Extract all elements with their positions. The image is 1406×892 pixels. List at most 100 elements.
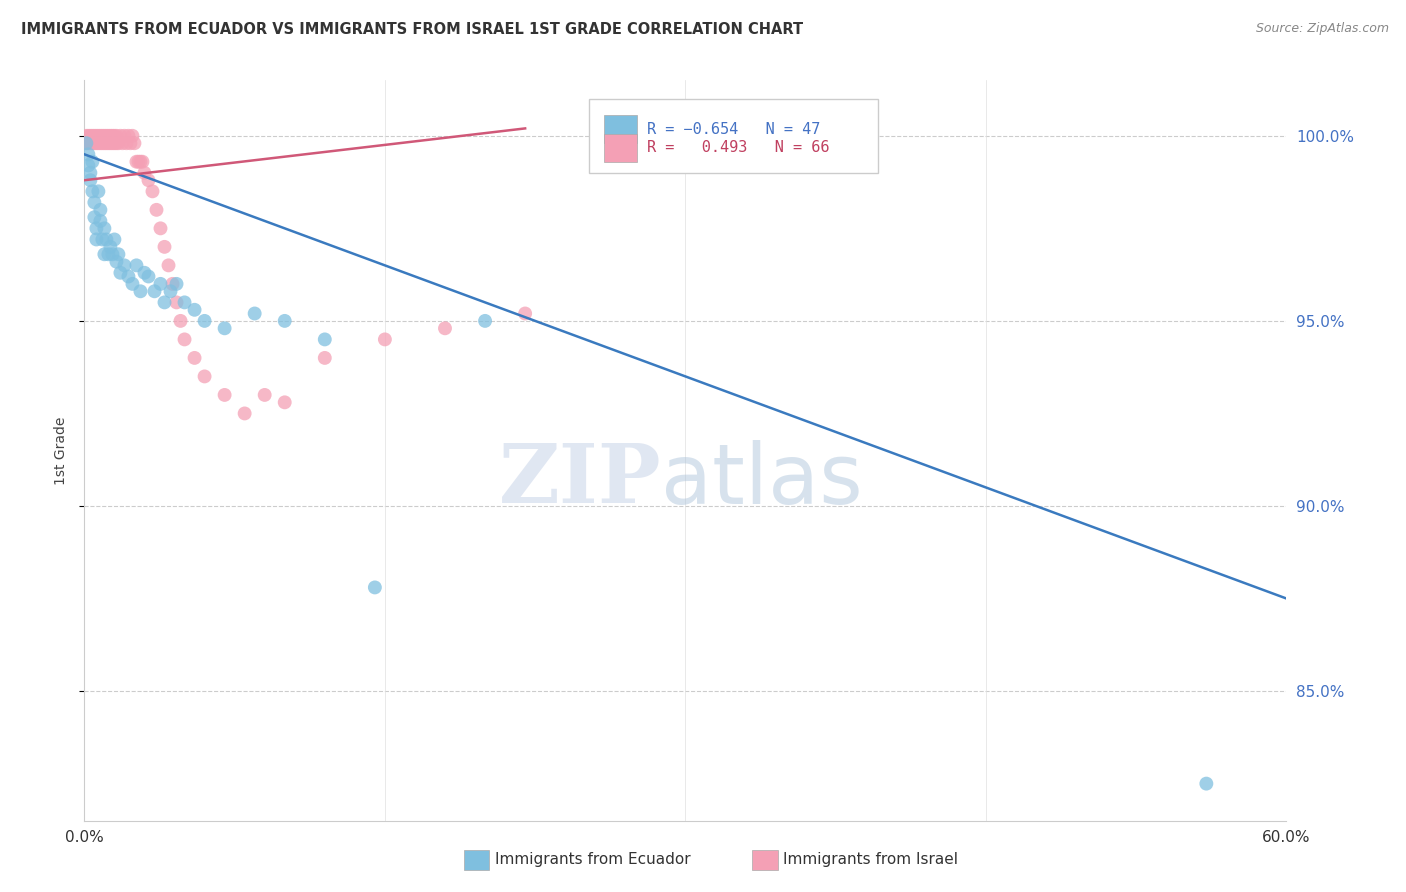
- Text: IMMIGRANTS FROM ECUADOR VS IMMIGRANTS FROM ISRAEL 1ST GRADE CORRELATION CHART: IMMIGRANTS FROM ECUADOR VS IMMIGRANTS FR…: [21, 22, 803, 37]
- Point: [93, 128, 115, 143]
- Point: [83, 128, 105, 143]
- Point: [77, 158, 100, 172]
- FancyBboxPatch shape: [589, 99, 877, 173]
- Point: [173, 295, 195, 310]
- Point: [131, 154, 153, 169]
- Point: [110, 128, 132, 143]
- Text: atlas: atlas: [661, 440, 863, 521]
- Point: [77, 147, 100, 161]
- Text: Immigrants from Ecuador: Immigrants from Ecuador: [495, 853, 690, 867]
- Point: [120, 136, 142, 151]
- Point: [127, 154, 149, 169]
- Point: [149, 221, 172, 235]
- Point: [75, 136, 97, 151]
- Point: [153, 240, 176, 254]
- Point: [134, 166, 156, 180]
- Point: [125, 154, 148, 169]
- Point: [101, 247, 124, 261]
- Point: [77, 136, 100, 151]
- Point: [86, 232, 108, 246]
- Point: [153, 295, 176, 310]
- Point: [314, 332, 336, 346]
- Point: [82, 154, 104, 169]
- Point: [101, 128, 124, 143]
- Point: [89, 214, 111, 228]
- Point: [103, 232, 125, 246]
- Point: [105, 254, 128, 268]
- Point: [162, 277, 184, 291]
- Point: [101, 136, 124, 151]
- Point: [107, 136, 129, 151]
- Point: [194, 314, 217, 328]
- Text: Immigrants from Israel: Immigrants from Israel: [783, 853, 957, 867]
- Point: [75, 128, 97, 143]
- Point: [115, 136, 138, 151]
- Point: [100, 128, 122, 143]
- Point: [87, 184, 110, 198]
- Point: [183, 351, 205, 365]
- Point: [515, 306, 537, 320]
- Point: [87, 128, 110, 143]
- Point: [93, 247, 115, 261]
- Point: [169, 314, 191, 328]
- Point: [274, 314, 297, 328]
- Point: [145, 202, 167, 217]
- Point: [129, 154, 152, 169]
- Text: ZIP: ZIP: [499, 440, 661, 520]
- Point: [100, 136, 122, 151]
- Point: [434, 321, 457, 335]
- Point: [82, 184, 104, 198]
- Point: [82, 128, 104, 143]
- Point: [374, 332, 396, 346]
- Point: [83, 136, 105, 151]
- Point: [214, 321, 236, 335]
- Point: [143, 285, 166, 299]
- Text: R = −0.654   N = 47: R = −0.654 N = 47: [647, 121, 820, 136]
- Point: [86, 221, 108, 235]
- Point: [77, 128, 100, 143]
- Point: [166, 277, 188, 291]
- Point: [75, 136, 97, 151]
- Point: [97, 136, 120, 151]
- Point: [149, 277, 172, 291]
- Point: [121, 128, 143, 143]
- Point: [121, 277, 143, 291]
- Point: [111, 136, 134, 151]
- Point: [96, 128, 118, 143]
- Point: [253, 388, 276, 402]
- Point: [129, 285, 152, 299]
- Point: [89, 128, 111, 143]
- Point: [314, 351, 336, 365]
- Point: [138, 269, 160, 284]
- Point: [103, 136, 125, 151]
- Point: [214, 388, 236, 402]
- Bar: [603, 134, 637, 161]
- Point: [474, 314, 496, 328]
- Point: [117, 128, 139, 143]
- Point: [105, 136, 128, 151]
- Point: [157, 258, 180, 272]
- Point: [274, 395, 297, 409]
- Point: [138, 173, 160, 187]
- Point: [79, 173, 101, 187]
- Point: [243, 306, 266, 320]
- Point: [114, 128, 135, 143]
- Point: [364, 581, 387, 595]
- Bar: [603, 115, 637, 144]
- Point: [96, 136, 118, 151]
- Point: [79, 128, 101, 143]
- Point: [93, 136, 115, 151]
- Point: [93, 221, 115, 235]
- Point: [97, 128, 120, 143]
- Point: [173, 332, 195, 346]
- Point: [91, 136, 114, 151]
- Text: Source: ZipAtlas.com: Source: ZipAtlas.com: [1256, 22, 1389, 36]
- Point: [91, 232, 114, 246]
- Point: [83, 195, 105, 210]
- Point: [103, 128, 125, 143]
- Point: [87, 136, 110, 151]
- Point: [114, 258, 135, 272]
- Point: [183, 302, 205, 317]
- Point: [96, 232, 118, 246]
- Point: [79, 136, 101, 151]
